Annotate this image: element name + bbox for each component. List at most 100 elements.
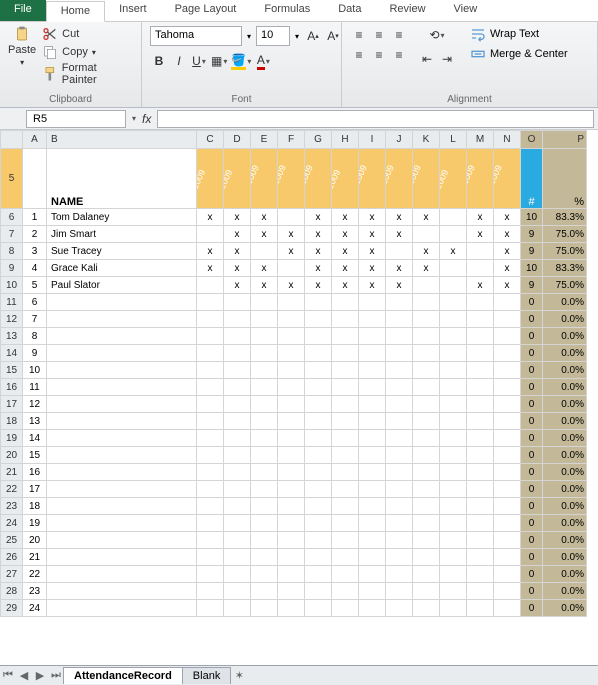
cell-mark[interactable]: x — [440, 243, 467, 260]
cell-mark[interactable] — [251, 396, 278, 413]
cell-pct[interactable]: 0.0% — [543, 328, 587, 345]
cell-count[interactable]: 0 — [521, 549, 543, 566]
cell-mark[interactable] — [467, 600, 494, 617]
col-header-C[interactable]: C — [197, 131, 224, 149]
cell-mark[interactable] — [305, 379, 332, 396]
cell-mark[interactable] — [359, 430, 386, 447]
cell-mark[interactable] — [332, 515, 359, 532]
cell-mark[interactable]: x — [359, 260, 386, 277]
col-header-A[interactable]: A — [23, 131, 47, 149]
cell-mark[interactable]: x — [413, 209, 440, 226]
cell-num[interactable]: 19 — [23, 515, 47, 532]
cell-mark[interactable] — [467, 430, 494, 447]
cell-name[interactable] — [47, 464, 197, 481]
cell-count[interactable]: 10 — [521, 209, 543, 226]
cell-name[interactable] — [47, 583, 197, 600]
row-header-10[interactable]: 10 — [1, 277, 23, 294]
cell-count[interactable]: 0 — [521, 566, 543, 583]
cell-count[interactable]: 0 — [521, 396, 543, 413]
cell-mark[interactable]: x — [305, 260, 332, 277]
cell-mark[interactable] — [332, 464, 359, 481]
cell-name[interactable] — [47, 345, 197, 362]
cell-mark[interactable] — [413, 549, 440, 566]
cell-mark[interactable] — [359, 328, 386, 345]
cell-count[interactable]: 0 — [521, 413, 543, 430]
cell-mark[interactable] — [224, 515, 251, 532]
format-painter-button[interactable]: Format Painter — [42, 62, 133, 86]
cell-pct[interactable]: 0.0% — [543, 532, 587, 549]
cell-mark[interactable] — [278, 549, 305, 566]
cell-mark[interactable] — [251, 243, 278, 260]
cell-mark[interactable] — [305, 566, 332, 583]
cell-mark[interactable] — [278, 481, 305, 498]
cell-mark[interactable]: x — [359, 226, 386, 243]
row-header-20[interactable]: 20 — [1, 447, 23, 464]
cell-mark[interactable] — [440, 311, 467, 328]
row-header-26[interactable]: 26 — [1, 549, 23, 566]
cell-num[interactable]: 11 — [23, 379, 47, 396]
cell-mark[interactable]: x — [278, 277, 305, 294]
col-header-E[interactable]: E — [251, 131, 278, 149]
cell-mark[interactable] — [440, 362, 467, 379]
cell-mark[interactable] — [332, 345, 359, 362]
cell-mark[interactable] — [197, 413, 224, 430]
border-button[interactable]: ▦ — [210, 52, 228, 70]
cell-name[interactable] — [47, 515, 197, 532]
cell-num[interactable]: 5 — [23, 277, 47, 294]
bold-button[interactable]: B — [150, 52, 168, 70]
cell-pct[interactable]: 0.0% — [543, 447, 587, 464]
cell-mark[interactable] — [251, 498, 278, 515]
cell-num[interactable]: 13 — [23, 413, 47, 430]
cell-pct[interactable]: 83.3% — [543, 209, 587, 226]
merge-center-button[interactable]: Merge & Center — [470, 46, 568, 62]
cell-mark[interactable] — [251, 532, 278, 549]
cell-mark[interactable] — [251, 481, 278, 498]
cell-name[interactable] — [47, 328, 197, 345]
cell-mark[interactable] — [494, 294, 521, 311]
cell-mark[interactable] — [305, 464, 332, 481]
cell-name[interactable] — [47, 549, 197, 566]
cell-mark[interactable] — [467, 464, 494, 481]
cell-mark[interactable] — [359, 362, 386, 379]
cell-mark[interactable]: x — [494, 277, 521, 294]
cell-mark[interactable] — [413, 464, 440, 481]
cell-mark[interactable] — [278, 532, 305, 549]
cell-mark[interactable]: x — [197, 209, 224, 226]
cell-mark[interactable] — [413, 226, 440, 243]
cell-mark[interactable] — [197, 430, 224, 447]
cell-mark[interactable] — [467, 498, 494, 515]
cell-name[interactable] — [47, 600, 197, 617]
cell-pct[interactable]: 0.0% — [543, 481, 587, 498]
sheet-nav-last[interactable]: ⏭ — [48, 669, 64, 682]
cell-mark[interactable] — [278, 430, 305, 447]
row-header-6[interactable]: 6 — [1, 209, 23, 226]
cell-num[interactable]: 14 — [23, 430, 47, 447]
cell-mark[interactable] — [494, 396, 521, 413]
tab-pagelayout[interactable]: Page Layout — [161, 0, 251, 21]
cell-name[interactable] — [47, 481, 197, 498]
row-header-16[interactable]: 16 — [1, 379, 23, 396]
cell-mark[interactable]: x — [332, 243, 359, 260]
cell-mark[interactable] — [467, 515, 494, 532]
sheet-tab-blank[interactable]: Blank — [182, 667, 232, 684]
cell-mark[interactable] — [305, 430, 332, 447]
cell-num[interactable]: 18 — [23, 498, 47, 515]
cell-mark[interactable] — [413, 430, 440, 447]
cell-mark[interactable]: x — [251, 260, 278, 277]
cell-pct[interactable]: 0.0% — [543, 345, 587, 362]
cell-mark[interactable] — [251, 345, 278, 362]
cell-mark[interactable]: x — [278, 243, 305, 260]
cell-mark[interactable] — [494, 464, 521, 481]
cell-mark[interactable] — [305, 498, 332, 515]
cell-mark[interactable] — [386, 498, 413, 515]
cell-mark[interactable] — [413, 311, 440, 328]
cell-mark[interactable] — [305, 481, 332, 498]
cell-count[interactable]: 0 — [521, 345, 543, 362]
wrap-text-button[interactable]: Wrap Text — [470, 26, 568, 42]
sheet-tab-attendance[interactable]: AttendanceRecord — [63, 667, 183, 684]
tab-home[interactable]: Home — [46, 1, 105, 22]
cell-mark[interactable] — [197, 583, 224, 600]
cell-mark[interactable] — [359, 498, 386, 515]
cell-mark[interactable] — [359, 583, 386, 600]
sheet-nav-prev[interactable]: ◀ — [16, 669, 32, 682]
